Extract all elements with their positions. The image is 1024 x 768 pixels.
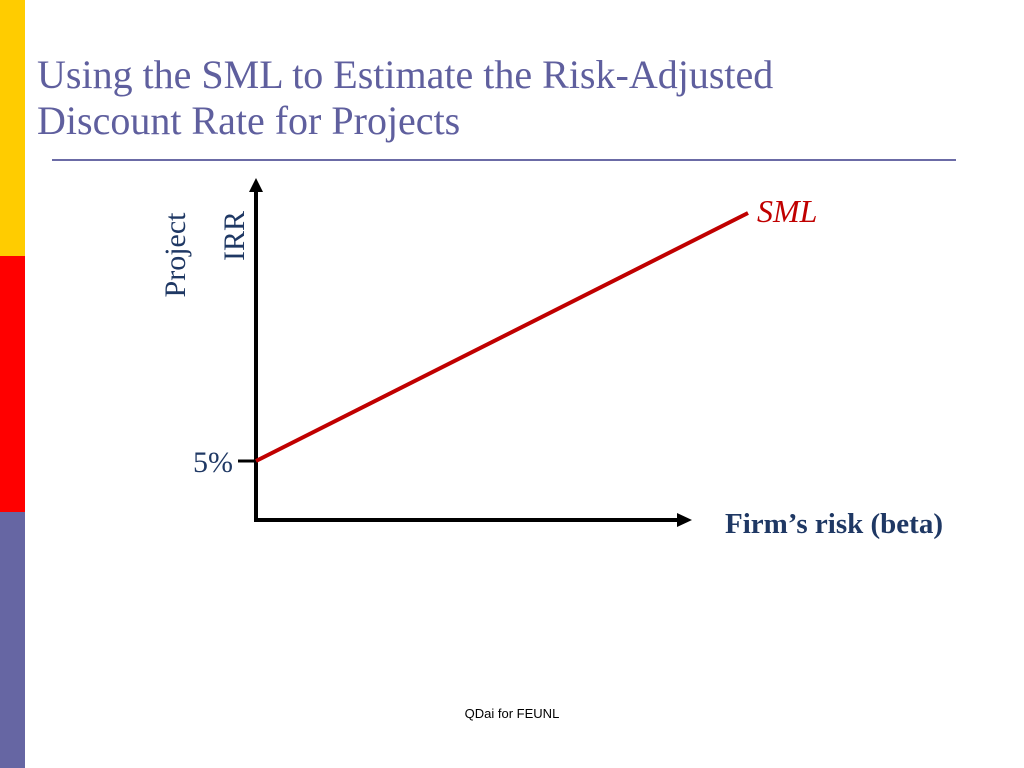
sml-series-label: SML bbox=[757, 193, 817, 229]
title-divider bbox=[52, 159, 956, 161]
x-axis-label: Firm’s risk (beta) bbox=[725, 508, 943, 540]
slide-footer: QDai for FEUNL bbox=[464, 706, 560, 721]
y-axis-label-line-2: IRR bbox=[218, 211, 251, 261]
y-axis-arrowhead bbox=[249, 178, 263, 192]
x-axis-arrowhead bbox=[677, 513, 692, 527]
y-tick-label-5pct: 5% bbox=[193, 446, 233, 479]
slide-title-line-2: Discount Rate for Projects bbox=[37, 98, 461, 143]
sml-series-line bbox=[255, 211, 749, 463]
slide-title: Using the SML to Estimate the Risk-Adjus… bbox=[37, 52, 977, 144]
accent-bar-blue bbox=[0, 512, 25, 768]
y-axis-label-line-1: Project bbox=[159, 212, 192, 298]
accent-bar-red bbox=[0, 256, 25, 512]
slide-title-line-1: Using the SML to Estimate the Risk-Adjus… bbox=[37, 52, 774, 97]
accent-bar-yellow bbox=[0, 0, 25, 256]
axes bbox=[238, 178, 692, 527]
